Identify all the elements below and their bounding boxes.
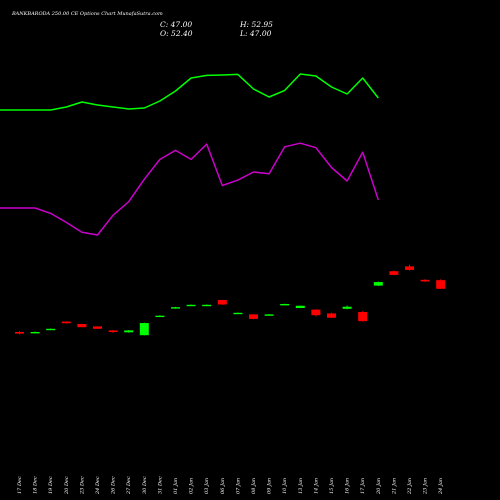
candle-body — [249, 314, 258, 319]
x-tick-label: 24 Jan — [438, 478, 444, 495]
low-value: L: 47.00 — [240, 29, 272, 38]
x-tick-label: 31 Dec — [157, 476, 163, 494]
x-tick-label: 27 Dec — [126, 476, 132, 495]
ma-short-line — [0, 73, 379, 111]
candle-body — [108, 330, 118, 332]
candle-body — [61, 321, 71, 324]
x-tick-label: 16 Jan — [345, 478, 351, 494]
x-tick-label: 19 Dec — [48, 476, 54, 494]
candle-body — [327, 313, 336, 318]
candle-body — [295, 305, 305, 308]
x-tick-label: 10 Jan — [282, 478, 288, 494]
candle-body — [264, 314, 274, 316]
chart-title: BANKBARODA 250.00 CE Options Chart Munaf… — [12, 11, 163, 17]
ma-long-line — [0, 142, 380, 236]
x-tick-label: 20 Dec — [64, 476, 70, 495]
x-tick-label: 01 Jan — [173, 478, 179, 494]
candle-body — [233, 312, 243, 315]
candle-body — [389, 271, 399, 275]
candle-body — [373, 282, 383, 286]
x-tick-label: 30 Dec — [142, 476, 148, 494]
candle-body — [202, 304, 212, 307]
candle-body — [342, 306, 352, 309]
x-tick-label: 14 Jan — [313, 478, 319, 494]
candle-body — [186, 304, 196, 307]
x-tick-label: 20 Jan — [376, 478, 382, 495]
candle-body — [217, 300, 227, 305]
candle-body — [124, 330, 134, 333]
open-value: O: 52.40 — [160, 29, 193, 38]
candle-body — [15, 332, 24, 334]
x-tick-label: 22 Jan — [407, 478, 413, 495]
high-value: H: 52.95 — [240, 20, 273, 29]
x-tick-label: 07 Jan — [235, 478, 241, 494]
candle-body — [46, 328, 56, 331]
x-tick-label: 08 Jan — [251, 478, 257, 494]
x-tick-label: 23 Dec — [79, 476, 85, 495]
x-tick-label: 17 Dec — [17, 476, 23, 494]
candle-body — [139, 323, 149, 336]
candle-body — [77, 324, 87, 328]
close-value: C: 47.00 — [160, 20, 193, 29]
x-tick-label: 23 Jan — [423, 478, 429, 495]
x-tick-label: 09 Jan — [267, 478, 273, 494]
candle-body — [358, 312, 368, 322]
candle-body — [420, 279, 430, 282]
x-tick-label: 15 Jan — [329, 478, 335, 494]
x-tick-label: 26 Dec — [111, 476, 117, 495]
x-tick-label: 02 Jan — [189, 478, 195, 494]
candle-body — [280, 304, 290, 306]
x-tick-label: 18 Dec — [33, 476, 39, 494]
x-tick-label: 21 Jan — [391, 478, 397, 495]
candle-body — [30, 332, 40, 334]
x-tick-label: 24 Dec — [95, 476, 101, 495]
candle-body — [405, 266, 414, 270]
candle-body — [171, 307, 180, 309]
x-tick-label: 13 Jan — [298, 478, 304, 494]
x-tick-label: 03 Jan — [204, 478, 210, 494]
candle-body — [155, 315, 165, 318]
candle-body — [93, 326, 102, 329]
candle-body — [436, 280, 446, 289]
x-tick-label: 06 Jan — [220, 478, 226, 494]
candle-body — [311, 309, 321, 316]
x-tick-label: 17 Jan — [360, 478, 366, 494]
